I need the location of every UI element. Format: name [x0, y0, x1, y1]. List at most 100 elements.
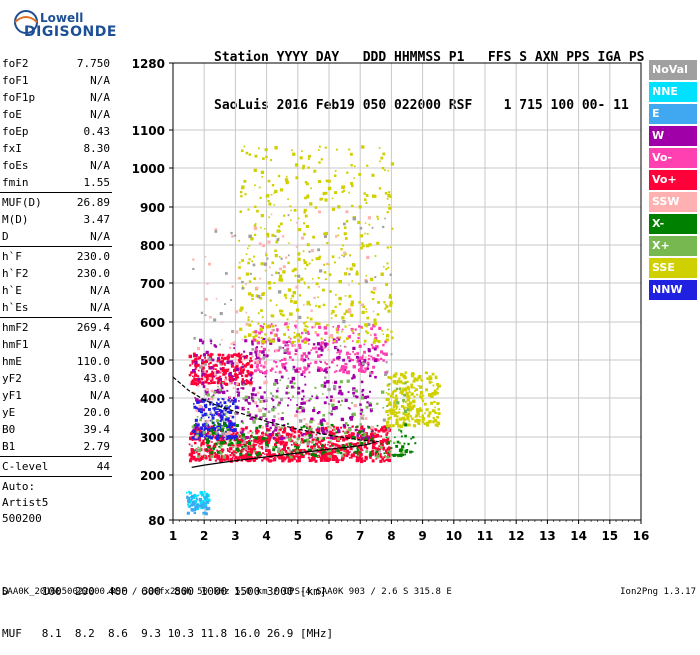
y-tick-label: 700: [140, 277, 165, 291]
echo-point: [364, 417, 368, 420]
echo-point: [200, 377, 203, 381]
echo-point: [428, 394, 432, 397]
echo-point: [354, 375, 356, 378]
echo-point: [328, 366, 331, 369]
echo-point: [260, 327, 263, 330]
echo-point: [361, 362, 365, 366]
echo-point: [257, 312, 260, 315]
echo-point: [211, 413, 214, 417]
footer-info: SAA0K_2016050022000.RSF / 300fx256h 50 k…: [2, 587, 452, 597]
echo-point: [251, 341, 254, 344]
echo-point: [308, 343, 310, 345]
echo-point: [401, 416, 405, 420]
echo-point: [313, 447, 316, 450]
echo-point: [287, 340, 291, 343]
echo-point: [262, 157, 265, 160]
echo-point: [201, 442, 205, 446]
param-row: foEp 0.43: [0, 123, 112, 140]
echo-point: [285, 297, 287, 299]
echo-point: [277, 449, 280, 453]
echo-point: [200, 457, 204, 460]
echo-point: [368, 403, 372, 407]
echo-point: [217, 427, 220, 430]
echo-point: [388, 383, 391, 385]
echo-point: [384, 371, 388, 375]
echo-point: [345, 454, 349, 458]
param-separator: [0, 476, 112, 477]
echo-point: [360, 369, 365, 373]
echo-point: [384, 439, 388, 443]
echo-point: [217, 380, 220, 383]
echo-point: [360, 430, 363, 433]
echo-point: [350, 313, 354, 317]
echo-point: [303, 260, 307, 265]
echo-point: [365, 201, 368, 204]
echo-point: [280, 428, 282, 431]
echo-point: [260, 226, 262, 229]
echo-point: [244, 380, 246, 382]
echo-point: [280, 222, 283, 226]
echo-point: [420, 378, 423, 381]
echo-point: [194, 432, 198, 436]
echo-point: [317, 448, 321, 451]
echo-point: [278, 346, 282, 350]
echo-point: [262, 340, 266, 344]
echo-point: [396, 453, 400, 457]
echo-point: [308, 399, 311, 402]
echo-point: [348, 191, 350, 194]
echo-point: [333, 443, 336, 446]
echo-point: [277, 337, 280, 340]
echo-point: [394, 382, 396, 385]
echo-point: [380, 272, 384, 276]
echo-point: [272, 329, 275, 332]
echo-point: [291, 294, 295, 298]
echo-point: [242, 355, 244, 358]
echo-point: [270, 213, 273, 216]
echo-point: [320, 337, 323, 340]
echo-point: [348, 294, 352, 298]
echo-point: [230, 231, 233, 235]
echo-point: [391, 411, 395, 415]
y-tick-label: 600: [140, 316, 165, 330]
echo-point: [231, 456, 234, 459]
echo-point: [266, 430, 269, 432]
echo-point: [291, 454, 294, 457]
echo-point: [291, 426, 294, 429]
echo-point: [371, 436, 373, 439]
echo-point: [358, 430, 362, 434]
echo-point: [261, 316, 264, 319]
echo-point: [334, 388, 337, 391]
echo-point: [325, 429, 328, 432]
echo-point: [295, 446, 299, 450]
echo-point: [277, 272, 280, 275]
echo-point: [251, 260, 253, 263]
echo-point: [251, 343, 254, 346]
echo-point: [398, 448, 403, 453]
echo-point: [283, 367, 287, 370]
echo-point: [315, 257, 319, 261]
echo-point: [383, 459, 386, 463]
echo-point: [283, 448, 286, 452]
echo-point: [316, 368, 320, 372]
echo-point: [373, 347, 377, 351]
echo-point: [261, 325, 265, 329]
echo-point: [433, 409, 436, 412]
echo-point: [317, 347, 321, 351]
echo-point: [254, 448, 257, 451]
echo-point: [361, 449, 364, 452]
echo-point: [210, 428, 214, 432]
echo-point: [334, 443, 338, 447]
echo-point: [238, 355, 241, 357]
echo-point: [429, 393, 432, 396]
echo-point: [214, 230, 218, 233]
echo-point: [193, 424, 196, 426]
echo-point: [301, 408, 305, 413]
echo-point: [371, 370, 373, 373]
echo-point: [413, 386, 416, 389]
echo-point: [315, 304, 317, 307]
echo-point: [331, 450, 335, 454]
echo-point: [236, 354, 240, 357]
echo-point: [240, 456, 244, 459]
echo-point: [208, 377, 212, 380]
echo-point: [209, 316, 212, 319]
